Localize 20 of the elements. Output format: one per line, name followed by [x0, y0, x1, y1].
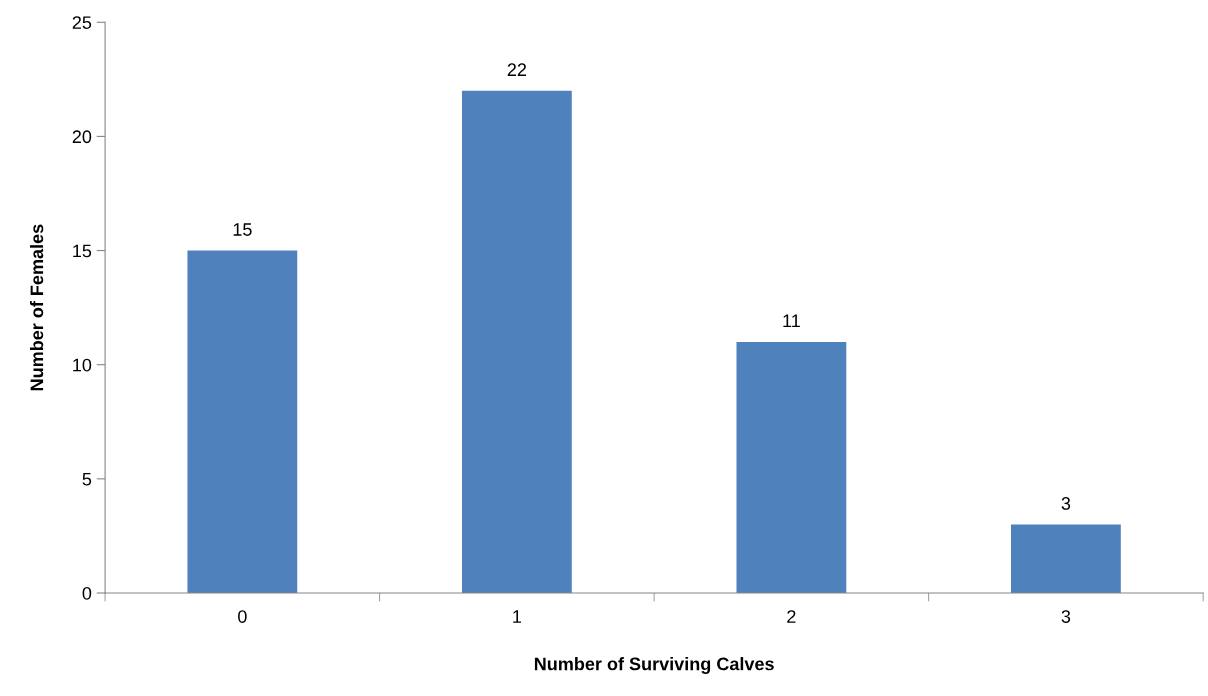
bar	[1011, 524, 1121, 593]
y-tick-label: 5	[82, 472, 92, 486]
bar	[461, 90, 572, 593]
data-label: 3	[1061, 497, 1071, 510]
y-tick-label: 15	[73, 244, 92, 258]
y-tick-label: 25	[72, 16, 92, 29]
data-label: 15	[233, 223, 252, 236]
x-tick-label: 2	[787, 610, 796, 623]
data-label: 22	[507, 63, 527, 76]
y-tick-label: 0	[82, 586, 92, 600]
bar	[736, 341, 847, 593]
x-axis-title: Number of Surviving Calves	[534, 657, 774, 674]
x-tick-label: 3	[1061, 610, 1071, 623]
y-tick-label: 10	[73, 358, 92, 372]
y-axis-title: Number of Females	[29, 224, 44, 391]
data-label: 11	[783, 314, 800, 328]
y-tick-label: 20	[72, 130, 92, 144]
x-tick-label: 1	[513, 610, 522, 623]
bar	[187, 250, 298, 593]
x-tick-label: 0	[238, 610, 247, 623]
